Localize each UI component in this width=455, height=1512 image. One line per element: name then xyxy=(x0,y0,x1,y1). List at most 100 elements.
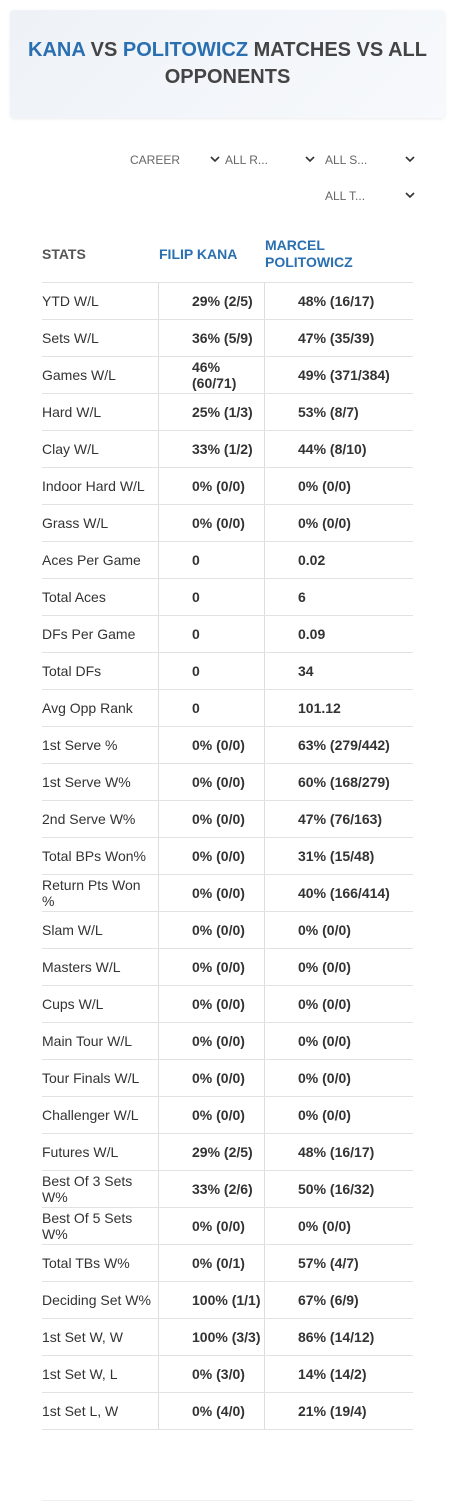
stat-value: 0% (0/0) xyxy=(158,1023,265,1059)
stat-label: 1st Set W, L xyxy=(42,1366,118,1382)
stats-table: STATS FILIP KANA MARCEL POLITOWICZ YTD W… xyxy=(42,225,413,1430)
dropdown[interactable]: ALL T... xyxy=(325,186,415,206)
page-title: KANA VS POLITOWICZ MATCHES VS ALL OPPONE… xyxy=(23,37,433,91)
stat-value: 101.12 xyxy=(298,700,341,716)
stat-label: Challenger W/L xyxy=(42,1107,139,1123)
stat-label: Main Tour W/L xyxy=(42,1033,132,1049)
stat-value: 33% (2/6) xyxy=(158,1171,265,1207)
table-header: STATS FILIP KANA MARCEL POLITOWICZ xyxy=(42,225,413,283)
table-row: 1st Set W, L 0% (3/0) 14% (14/2) xyxy=(42,1356,413,1393)
title-text: MATCHES VS ALL OPPONENTS xyxy=(164,39,427,88)
stat-value: 14% (14/2) xyxy=(298,1366,367,1382)
stat-value: 34 xyxy=(298,663,314,679)
stat-value: 0 xyxy=(158,653,265,689)
table-row: 1st Serve % 0% (0/0) 63% (279/442) xyxy=(42,727,413,764)
dropdown-label: CAREER xyxy=(130,153,181,167)
stat-value: 100% (3/3) xyxy=(158,1319,265,1355)
table-row: 1st Set L, W 0% (4/0) 21% (19/4) xyxy=(42,1393,413,1430)
stat-label: Grass W/L xyxy=(42,515,109,531)
table-row: Avg Opp Rank 0 101.12 xyxy=(42,690,413,727)
player-name: POLITOWICZ xyxy=(122,39,249,61)
stat-label: 2nd Serve W% xyxy=(42,811,136,827)
stat-label: Tour Finals W/L xyxy=(42,1070,140,1086)
table-row: Total TBs W% 0% (0/1) 57% (4/7) xyxy=(42,1245,413,1282)
stat-value: 0% (0/0) xyxy=(158,1097,265,1133)
table-row: 1st Set W, W 100% (3/3) 86% (14/12) xyxy=(42,1319,413,1356)
table-row: Return Pts Won % 0% (0/0) 40% (166/414) xyxy=(42,875,413,912)
stat-label: Indoor Hard W/L xyxy=(42,478,145,494)
table-row: YTD W/L 29% (2/5) 48% (16/17) xyxy=(42,283,413,320)
stat-value: 29% (2/5) xyxy=(158,1134,265,1170)
table-row: Futures W/L 29% (2/5) 48% (16/17) xyxy=(42,1134,413,1171)
stat-label: 1st Serve % xyxy=(42,737,118,753)
stat-value: 31% (15/48) xyxy=(298,848,375,864)
stat-value: 46% (60/71) xyxy=(158,357,265,393)
table-row: Total BPs Won% 0% (0/0) 31% (15/48) xyxy=(42,838,413,875)
stat-label: Futures W/L xyxy=(42,1144,119,1160)
stat-value: 0% (0/0) xyxy=(298,1033,351,1049)
stat-value: 0% (0/0) xyxy=(298,1107,351,1123)
stat-label: Total DFs xyxy=(42,663,102,679)
stat-value: 0% (0/0) xyxy=(158,1060,265,1096)
stat-value: 0% (0/0) xyxy=(158,764,265,800)
stat-value: 0% (3/0) xyxy=(158,1356,265,1392)
stat-value: 50% (16/32) xyxy=(298,1181,375,1197)
stat-value: 0% (0/0) xyxy=(298,922,351,938)
table-row: Total DFs 0 34 xyxy=(42,653,413,690)
stat-value: 0% (0/0) xyxy=(298,996,351,1012)
table-row: Sets W/L 36% (5/9) 47% (35/39) xyxy=(42,320,413,357)
chevron xyxy=(210,156,220,163)
table-row: Best Of 5 Sets W% 0% (0/0) 0% (0/0) xyxy=(42,1208,413,1245)
stat-label: Avg Opp Rank xyxy=(42,700,133,716)
stat-value: 0% (0/0) xyxy=(298,478,351,494)
stat-value: 47% (35/39) xyxy=(298,330,375,346)
stat-value: 0% (0/0) xyxy=(158,1208,265,1244)
table-row: Best Of 3 Sets W% 33% (2/6) 50% (16/32) xyxy=(42,1171,413,1208)
stat-value: 0% (0/0) xyxy=(158,838,265,874)
stat-value: 0% (0/0) xyxy=(158,505,265,541)
stat-value: 0% (0/0) xyxy=(158,912,265,948)
stat-label: DFs Per Game xyxy=(42,626,136,642)
table-row: 2nd Serve W% 0% (0/0) 47% (76/163) xyxy=(42,801,413,838)
stat-label: Total Aces xyxy=(42,589,106,605)
table-row: Aces Per Game 0 0.02 xyxy=(42,542,413,579)
stat-value: 0.02 xyxy=(298,552,326,568)
table-row: Total Aces 0 6 xyxy=(42,579,413,616)
stat-value: 0% (0/0) xyxy=(158,468,265,504)
stat-label: YTD W/L xyxy=(42,293,99,309)
chevron xyxy=(305,156,315,163)
stat-value: 47% (76/163) xyxy=(298,811,383,827)
stat-value: 49% (371/384) xyxy=(298,367,390,383)
table-row: Tour Finals W/L 0% (0/0) 0% (0/0) xyxy=(42,1060,413,1097)
stat-label: Clay W/L xyxy=(42,441,99,457)
stat-value: 44% (8/10) xyxy=(298,441,367,457)
table-row: Masters W/L 0% (0/0) 0% (0/0) xyxy=(42,949,413,986)
dropdown-label: ALL S... xyxy=(325,153,368,167)
stat-value: 25% (1/3) xyxy=(158,394,265,430)
dropdown[interactable]: ALL R... xyxy=(225,150,315,170)
table-row: Hard W/L 25% (1/3) 53% (8/7) xyxy=(42,394,413,431)
stat-value: 40% (166/414) xyxy=(298,885,390,901)
stat-value: 0% (0/0) xyxy=(298,1218,351,1234)
table-row: Main Tour W/L 0% (0/0) 0% (0/0) xyxy=(42,1023,413,1060)
dropdown[interactable]: ALL S... xyxy=(325,150,415,170)
stat-value: 0 xyxy=(158,616,265,652)
title-text: VS xyxy=(85,39,123,61)
stat-label: Cups W/L xyxy=(42,996,104,1012)
stat-value: 0% (0/0) xyxy=(158,986,265,1022)
stat-value: 0% (0/0) xyxy=(298,515,351,531)
header-cell: STATS xyxy=(42,245,86,262)
stat-value: 33% (1/2) xyxy=(158,431,265,467)
player-name: KANA xyxy=(28,39,86,61)
table-row: Challenger W/L 0% (0/0) 0% (0/0) xyxy=(42,1097,413,1134)
stat-value: 0% (0/0) xyxy=(298,1070,351,1086)
stat-value: 0% (0/0) xyxy=(158,949,265,985)
divider xyxy=(42,1500,413,1501)
stat-label: 1st Set L, W xyxy=(42,1403,119,1419)
stat-label: 1st Serve W% xyxy=(42,774,131,790)
dropdown[interactable]: CAREER xyxy=(130,150,220,170)
stat-value: 21% (19/4) xyxy=(298,1403,367,1419)
dropdown-label: ALL T... xyxy=(325,189,366,203)
table-row: Games W/L 46% (60/71) 49% (371/384) xyxy=(42,357,413,394)
